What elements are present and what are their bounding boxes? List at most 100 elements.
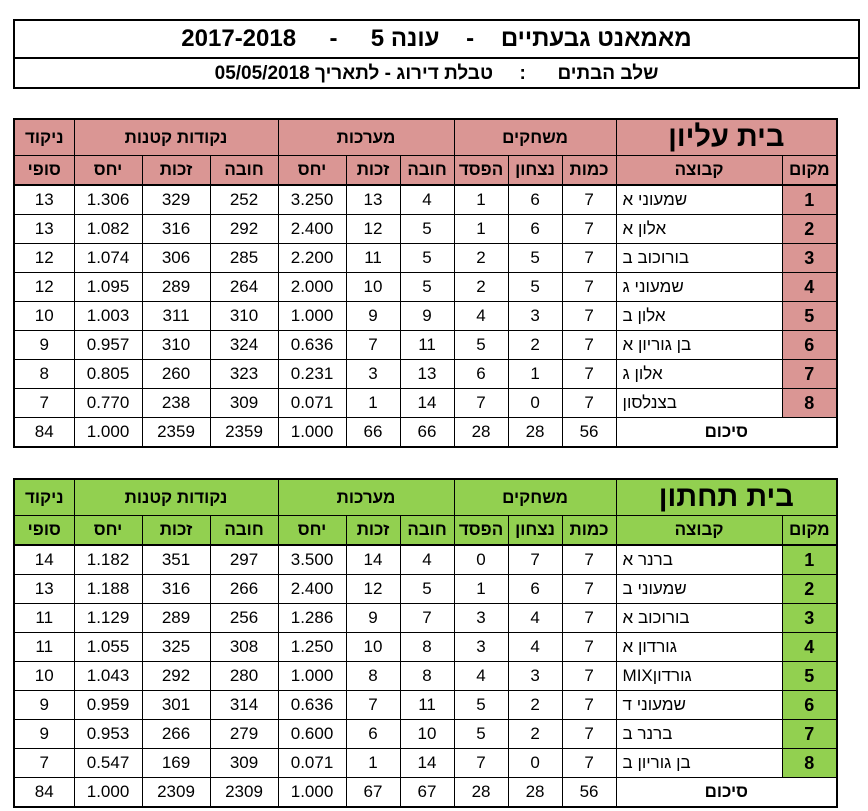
team-cell: אלון ב xyxy=(615,301,783,331)
played-cell: 7 xyxy=(561,748,617,778)
pts-against-cell: 264 xyxy=(209,272,279,302)
won-cell: 5 xyxy=(507,272,563,302)
header-points-group: נקודות קטנות xyxy=(73,478,279,516)
team-cell: אלון ג xyxy=(615,359,783,389)
won-cell: 2 xyxy=(507,330,563,360)
total-played: 56 xyxy=(561,777,617,808)
total-sets-for: 67 xyxy=(345,777,401,808)
rank-cell: 6 xyxy=(781,690,839,720)
table-row: 5 אלון ב 7 3 4 9 9 1.000 310 311 1.003 10 xyxy=(13,301,839,331)
table-row: 6 שמעוני ד 7 2 5 11 7 0.636 314 301 0.959 9 xyxy=(13,690,839,720)
sets-against-cell: 14 xyxy=(399,388,455,418)
lost-cell: 6 xyxy=(453,359,509,389)
header-sets-against: חובה xyxy=(399,515,455,546)
table-row: 2 שמעוני ב 7 6 1 5 12 2.400 266 316 1.188 13 xyxy=(13,574,839,604)
sets-ratio-cell: 1.286 xyxy=(277,603,347,633)
team-cell: שמעוני ג xyxy=(615,272,783,302)
pts-ratio-cell: 1.074 xyxy=(73,243,143,273)
subtitle-stage: שלב הבתים xyxy=(557,63,659,84)
sets-ratio-cell: 2.000 xyxy=(277,272,347,302)
sets-for-cell: 12 xyxy=(345,574,401,604)
header-sets-group: מערכות xyxy=(277,118,455,156)
header-sets-for: זכות xyxy=(345,155,401,186)
pts-for-cell: 301 xyxy=(141,690,211,720)
total-sets-against: 67 xyxy=(399,777,455,808)
header-final-top: ניקוד xyxy=(13,478,75,516)
header-rank: מקום xyxy=(781,515,839,546)
won-cell: 0 xyxy=(507,748,563,778)
sets-ratio-cell: 0.231 xyxy=(277,359,347,389)
total-lost: 28 xyxy=(453,777,509,808)
table-row: 4 שמעוני ג 7 5 2 5 10 2.000 264 289 1.095 12 xyxy=(13,272,839,302)
played-cell: 7 xyxy=(561,330,617,360)
header-team: קבוצה xyxy=(615,155,783,186)
lost-cell: 1 xyxy=(453,184,509,215)
pts-for-cell: 316 xyxy=(141,574,211,604)
team-cell: בן גוריון ב xyxy=(615,748,783,778)
header-lost: הפסד xyxy=(453,515,509,546)
sets-against-cell: 14 xyxy=(399,748,455,778)
header-pts-against: חובה xyxy=(209,155,279,186)
pts-against-cell: 314 xyxy=(209,690,279,720)
pts-for-cell: 310 xyxy=(141,330,211,360)
header-final-top: ניקוד xyxy=(13,118,75,156)
sets-for-cell: 9 xyxy=(345,301,401,331)
lost-cell: 3 xyxy=(453,632,509,662)
total-pts-ratio: 1.000 xyxy=(73,417,143,448)
played-cell: 7 xyxy=(561,359,617,389)
pts-against-cell: 266 xyxy=(209,574,279,604)
final-cell: 14 xyxy=(13,544,75,575)
total-played: 56 xyxy=(561,417,617,448)
played-cell: 7 xyxy=(561,544,617,575)
pts-for-cell: 238 xyxy=(141,388,211,418)
total-pts-for: 2359 xyxy=(141,417,211,448)
rank-cell: 3 xyxy=(781,603,839,633)
header-points-group: נקודות קטנות xyxy=(73,118,279,156)
table-row: 1 שמעוני א 7 6 1 4 13 3.250 252 329 1.306 13 xyxy=(13,184,839,215)
final-cell: 8 xyxy=(13,359,75,389)
won-cell: 4 xyxy=(507,603,563,633)
table-row: 7 ברנר ב 7 2 5 10 6 0.600 279 266 0.953 9 xyxy=(13,719,839,749)
rank-cell: 2 xyxy=(781,574,839,604)
group-name: בית עליון xyxy=(615,118,839,156)
pts-against-cell: 308 xyxy=(209,632,279,662)
team-cell: בצנלסון xyxy=(615,388,783,418)
final-cell: 9 xyxy=(13,330,75,360)
header-sets-ratio: יחס xyxy=(277,155,347,186)
pts-against-cell: 309 xyxy=(209,388,279,418)
sets-against-cell: 5 xyxy=(399,272,455,302)
won-cell: 2 xyxy=(507,719,563,749)
sets-ratio-cell: 0.600 xyxy=(277,719,347,749)
pts-against-cell: 310 xyxy=(209,301,279,331)
played-cell: 7 xyxy=(561,661,617,691)
sets-for-cell: 3 xyxy=(345,359,401,389)
sets-against-cell: 5 xyxy=(399,214,455,244)
sets-against-cell: 4 xyxy=(399,184,455,215)
team-cell: אלון א xyxy=(615,214,783,244)
pts-against-cell: 324 xyxy=(209,330,279,360)
sets-ratio-cell: 2.400 xyxy=(277,574,347,604)
sets-ratio-cell: 0.071 xyxy=(277,748,347,778)
total-pts-ratio: 1.000 xyxy=(73,777,143,808)
table-row: 7 אלון ג 7 1 6 13 3 0.231 323 260 0.805 8 xyxy=(13,359,839,389)
pts-for-cell: 329 xyxy=(141,184,211,215)
final-cell: 11 xyxy=(13,632,75,662)
table-row: 2 אלון א 7 6 1 5 12 2.400 292 316 1.082 13 xyxy=(13,214,839,244)
table-row: 3 בורוכוב א 7 4 3 7 9 1.286 256 289 1.129 11 xyxy=(13,603,839,633)
final-cell: 9 xyxy=(13,719,75,749)
header-pts-ratio: יחס xyxy=(73,155,143,186)
total-pts-against: 2359 xyxy=(209,417,279,448)
sets-against-cell: 11 xyxy=(399,330,455,360)
sets-ratio-cell: 0.636 xyxy=(277,690,347,720)
pts-for-cell: 351 xyxy=(141,544,211,575)
lost-cell: 7 xyxy=(453,388,509,418)
pts-against-cell: 279 xyxy=(209,719,279,749)
won-cell: 6 xyxy=(507,574,563,604)
played-cell: 7 xyxy=(561,719,617,749)
pts-ratio-cell: 1.055 xyxy=(73,632,143,662)
lost-cell: 5 xyxy=(453,719,509,749)
rank-cell: 7 xyxy=(781,719,839,749)
sets-against-cell: 13 xyxy=(399,359,455,389)
final-cell: 7 xyxy=(13,748,75,778)
team-cell: ברנר א xyxy=(615,544,783,575)
